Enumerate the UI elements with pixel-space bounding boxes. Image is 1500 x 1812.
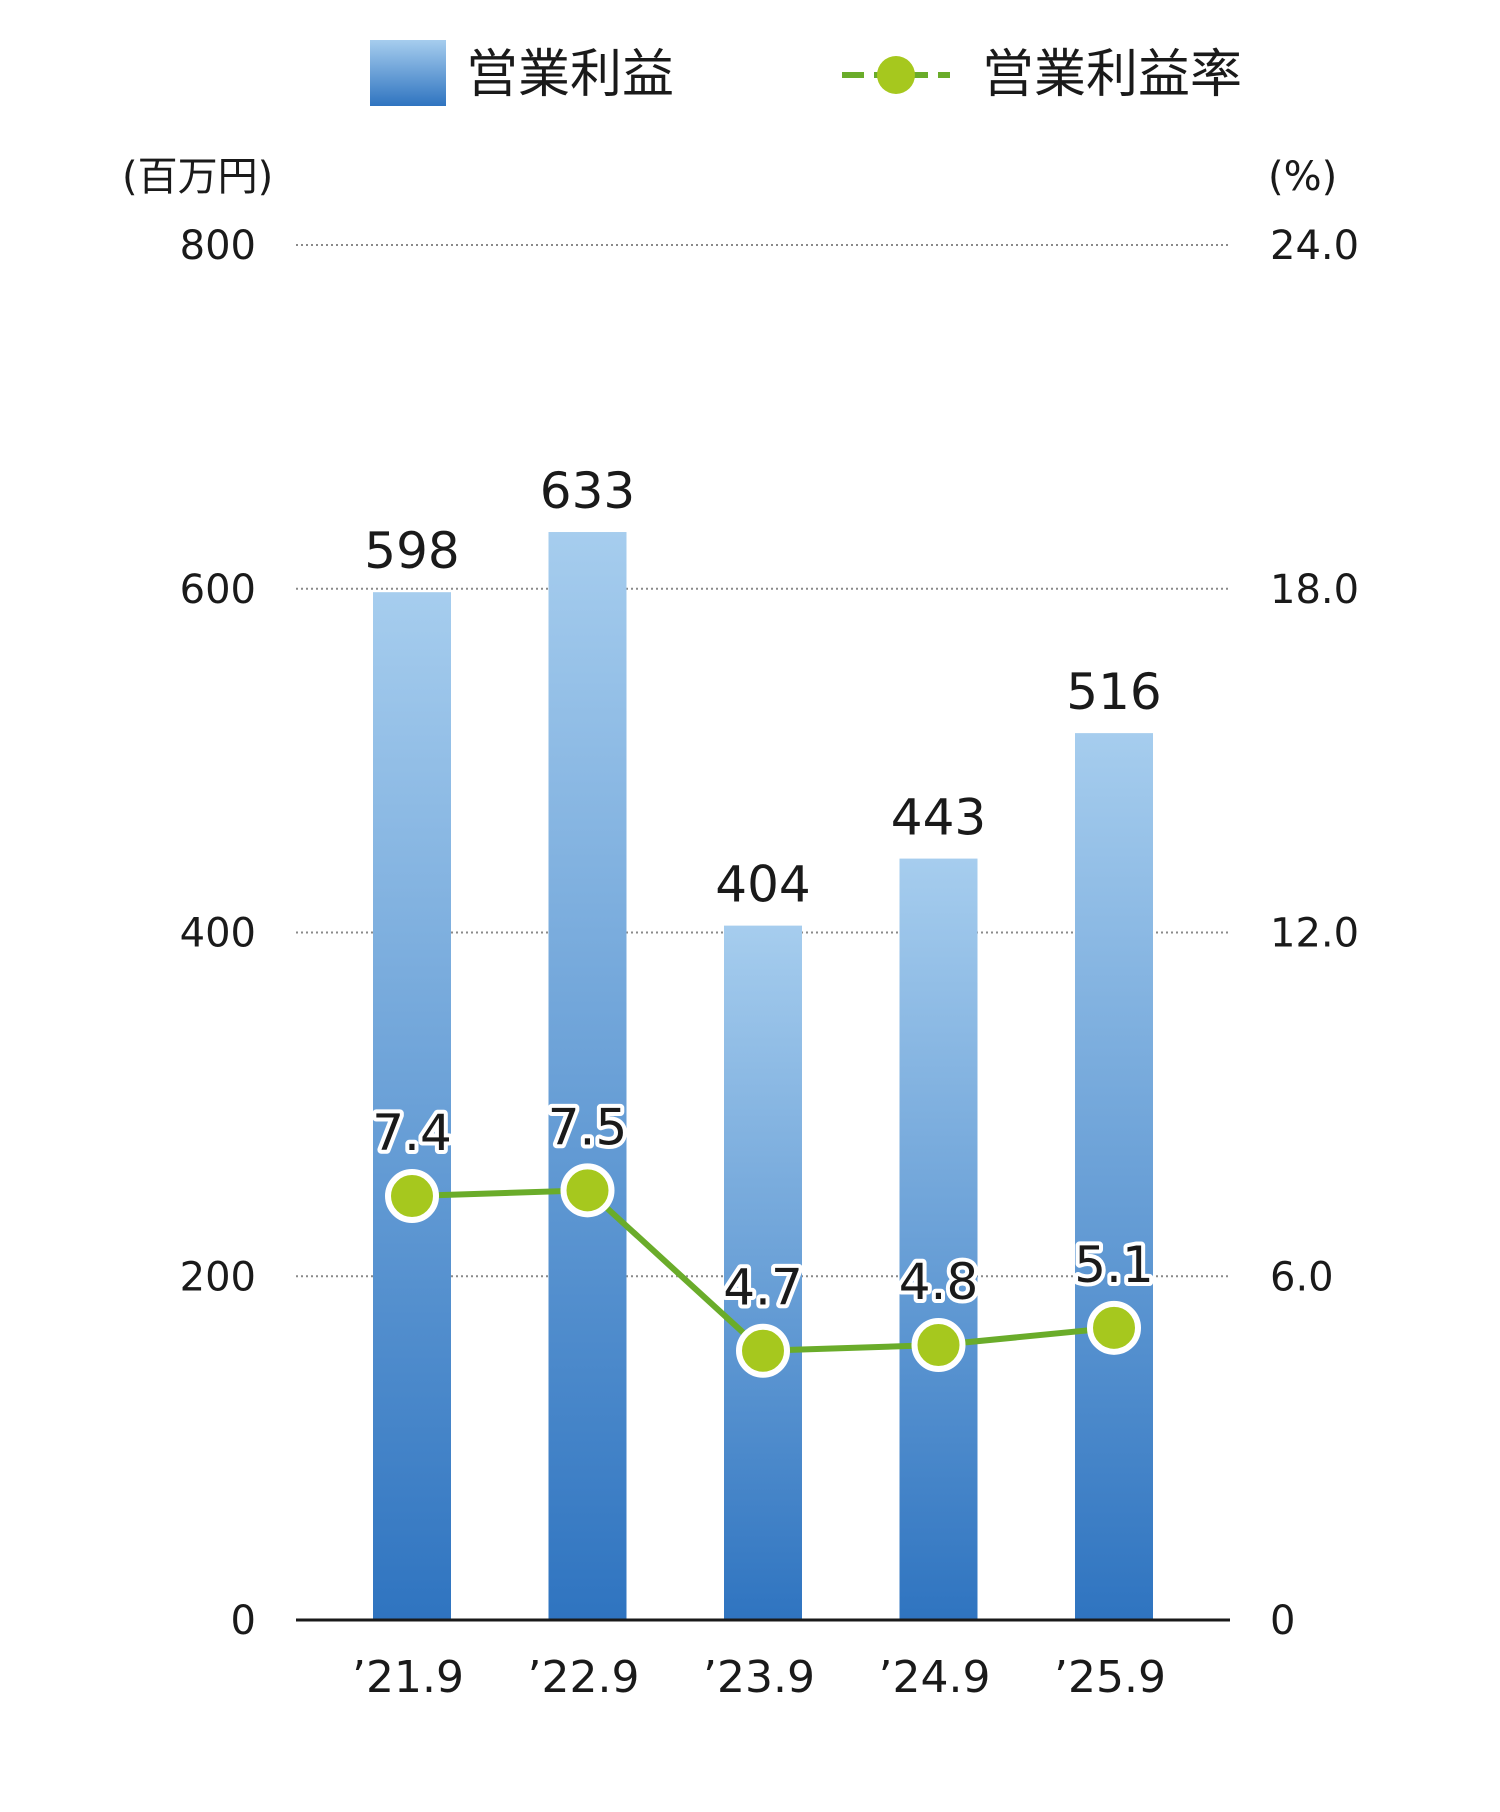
right-axis-ticks: 0 6.0 12.0 18.0 24.0 <box>1270 223 1359 1644</box>
rate-marker <box>911 1318 966 1372</box>
left-axis-ticks: 0 200 400 600 800 <box>180 223 256 1644</box>
left-axis-unit: (百万円) <box>122 154 273 200</box>
left-tick-label: 600 <box>180 567 256 613</box>
left-tick-label: 0 <box>231 1598 256 1644</box>
rate-value-label: 7.4 <box>372 1104 452 1162</box>
rate-value-label: 5.1 <box>1074 1236 1154 1294</box>
bar <box>1075 733 1153 1620</box>
category-label: ’24.9 <box>879 1652 991 1703</box>
rate-marker <box>736 1323 790 1378</box>
left-tick-label: 400 <box>180 911 256 957</box>
legend: 営業利益 営業利益率 <box>370 40 1242 106</box>
legend-swatch-marker <box>877 56 915 94</box>
rate-value-label: 4.8 <box>899 1253 979 1311</box>
legend-label-bar: 営業利益 <box>466 45 674 105</box>
bar-value-label: 516 <box>1066 663 1161 721</box>
right-tick-label: 12.0 <box>1270 911 1359 957</box>
right-tick-label: 6.0 <box>1270 1254 1334 1300</box>
bar <box>548 532 627 1620</box>
right-tick-label: 0 <box>1270 1598 1295 1644</box>
bar-value-label: 404 <box>715 856 810 914</box>
left-tick-label: 800 <box>180 223 256 269</box>
legend-label-line: 営業利益率 <box>982 45 1242 105</box>
rate-value-label: 4.7 <box>723 1259 803 1317</box>
rate-marker <box>385 1169 439 1224</box>
bar-value-label: 598 <box>364 522 459 580</box>
line-series: 7.4 7.5 4.7 4.8 5.1 <box>368 1094 1158 1378</box>
left-tick-label: 200 <box>180 1254 256 1300</box>
category-labels: ’21.9 ’22.9 ’23.9 ’24.9 ’25.9 <box>352 1652 1166 1703</box>
right-tick-label: 24.0 <box>1270 223 1359 269</box>
bar-value-label: 443 <box>891 789 986 847</box>
bar <box>899 858 978 1620</box>
category-label: ’22.9 <box>528 1652 640 1703</box>
bar <box>724 925 802 1620</box>
bar <box>373 592 451 1620</box>
category-label: ’23.9 <box>703 1652 815 1703</box>
legend-swatch-bar <box>370 40 446 106</box>
category-label: ’21.9 <box>352 1652 464 1703</box>
right-axis-unit: (%) <box>1268 154 1337 200</box>
rate-marker <box>560 1163 615 1218</box>
rate-marker <box>1087 1300 1141 1355</box>
right-tick-label: 18.0 <box>1270 567 1359 613</box>
category-label: ’25.9 <box>1054 1652 1166 1703</box>
rate-value-label: 7.5 <box>548 1098 628 1156</box>
bar-value-label: 633 <box>540 462 635 520</box>
bar-series: 598 633 404 443 516 <box>364 462 1162 1620</box>
